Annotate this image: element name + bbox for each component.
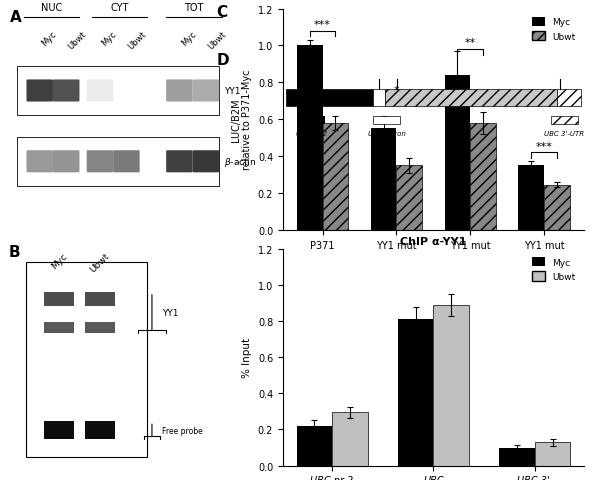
Text: A: A	[10, 10, 22, 24]
FancyBboxPatch shape	[113, 151, 140, 173]
Bar	[397, 166, 423, 230]
Text: *: *	[394, 86, 399, 96]
Text: UBC 3'-UTR: UBC 3'-UTR	[544, 131, 585, 137]
Text: YY1: YY1	[224, 87, 240, 96]
Bar	[286, 90, 373, 107]
Text: UBC intron: UBC intron	[368, 131, 406, 137]
Text: Ubwt: Ubwt	[88, 252, 111, 274]
Text: $\beta$-actin: $\beta$-actin	[224, 156, 256, 168]
Text: YY1: YY1	[162, 308, 179, 317]
FancyBboxPatch shape	[166, 151, 193, 173]
Bar	[84, 292, 115, 307]
Bar	[84, 322, 115, 333]
FancyBboxPatch shape	[87, 151, 113, 173]
Bar	[297, 47, 323, 230]
Bar	[499, 447, 535, 466]
Text: UBC pr-2: UBC pr-2	[296, 131, 327, 137]
Bar	[535, 442, 570, 466]
Bar	[551, 117, 578, 125]
Text: Ubwt: Ubwt	[206, 29, 228, 51]
Text: Myc: Myc	[49, 252, 69, 271]
Bar	[518, 166, 544, 230]
FancyBboxPatch shape	[193, 80, 219, 102]
Y-axis label: % Input: % Input	[242, 337, 252, 378]
Bar	[17, 67, 219, 116]
FancyBboxPatch shape	[26, 80, 53, 102]
Text: ***: ***	[314, 20, 331, 30]
Text: B: B	[8, 245, 20, 260]
Text: Myc: Myc	[40, 29, 58, 48]
Bar	[84, 421, 115, 439]
FancyBboxPatch shape	[53, 80, 79, 102]
Bar	[323, 124, 349, 230]
Text: Free probe: Free probe	[162, 426, 203, 435]
Text: ***: ***	[536, 141, 553, 151]
Title: ChIP α-YY1: ChIP α-YY1	[400, 236, 467, 246]
Bar	[373, 117, 400, 125]
Text: C: C	[217, 5, 228, 20]
Text: Myc: Myc	[100, 29, 118, 48]
FancyBboxPatch shape	[26, 151, 53, 173]
Bar	[371, 129, 397, 230]
Text: D: D	[217, 53, 229, 68]
FancyBboxPatch shape	[166, 80, 193, 102]
Bar	[44, 421, 75, 439]
Bar	[332, 412, 368, 466]
Bar	[373, 90, 385, 107]
Bar	[297, 426, 332, 466]
Bar	[444, 76, 470, 230]
Bar	[385, 90, 557, 107]
Text: TOT: TOT	[184, 3, 203, 13]
Bar	[470, 124, 496, 230]
Bar	[44, 292, 75, 307]
Bar	[433, 305, 469, 466]
Bar	[17, 138, 219, 186]
Legend: Myc, Ubwt: Myc, Ubwt	[528, 14, 580, 45]
Text: Ubwt: Ubwt	[126, 29, 148, 51]
Bar	[544, 185, 570, 230]
Bar	[25, 263, 147, 457]
Bar	[557, 90, 581, 107]
FancyBboxPatch shape	[87, 80, 113, 102]
FancyBboxPatch shape	[53, 151, 79, 173]
Text: CYT: CYT	[110, 3, 128, 13]
Bar	[298, 117, 325, 125]
Text: Myc: Myc	[179, 29, 197, 48]
Text: Ubwt: Ubwt	[66, 29, 88, 51]
Bar	[44, 322, 75, 333]
Y-axis label: LUC/B2M
relative to P371-Myc: LUC/B2M relative to P371-Myc	[231, 70, 252, 170]
Legend: Myc, Ubwt: Myc, Ubwt	[528, 254, 580, 285]
Text: NUC: NUC	[41, 3, 63, 13]
Bar	[398, 320, 433, 466]
FancyBboxPatch shape	[193, 151, 219, 173]
Text: **: **	[465, 38, 476, 48]
